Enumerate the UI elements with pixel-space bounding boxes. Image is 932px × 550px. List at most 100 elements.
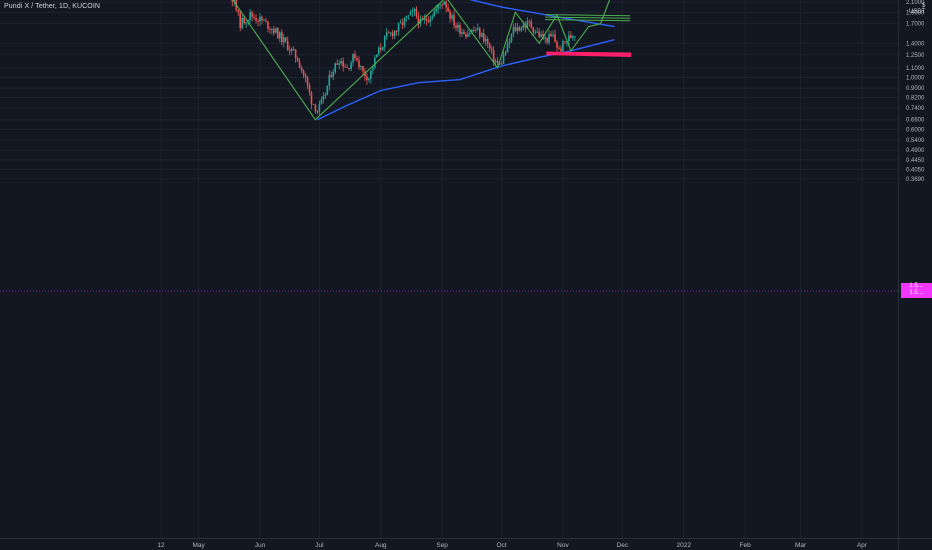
candle-body: [407, 15, 410, 17]
candle-body: [302, 70, 305, 76]
candle-body: [356, 58, 358, 61]
candle-body: [482, 33, 485, 42]
candle-body: [360, 66, 362, 68]
candle-body: [504, 52, 507, 55]
candle-body: [536, 31, 538, 33]
candle-body: [376, 54, 378, 58]
candle-body: [294, 49, 297, 59]
candle-body: [437, 4, 439, 9]
price-tick-label: 0.9000: [906, 86, 925, 92]
candle-body: [532, 27, 535, 33]
time-axis[interactable]: 12 May Jun Jul Aug Sep Oct Nov Dec 2022 Feb Mar Apr: [157, 542, 867, 549]
time-tick-label: Mar: [795, 542, 807, 549]
candle-body: [453, 15, 455, 26]
price-tick-label: 0.4050: [906, 167, 925, 173]
resistance-band-stroke: [545, 16, 631, 19]
candle-body: [526, 21, 529, 28]
candle-body: [257, 20, 259, 22]
price-tick-label: 1.2500: [906, 53, 925, 59]
candle-body: [443, 1, 445, 5]
candle-body: [451, 15, 453, 19]
candle-body: [336, 63, 339, 65]
currency-badge[interactable]: $ USDT: [909, 3, 925, 15]
candle-body: [534, 31, 537, 33]
candle-body: [304, 75, 307, 78]
price-tick-label: 0.4450: [906, 158, 925, 164]
chart-drawings: [0, 0, 898, 292]
candle-body: [358, 60, 360, 68]
candle-body: [324, 94, 327, 97]
candle-body: [344, 66, 346, 68]
price-tick-label: 0.6000: [906, 127, 925, 133]
candle-body: [368, 78, 370, 81]
candle-body: [372, 67, 374, 71]
candle-body: [480, 33, 483, 37]
candle-body: [455, 25, 457, 28]
candle-body: [253, 16, 255, 18]
price-tick-label: 1.1000: [906, 66, 925, 72]
symbol-title: Pundi X / Tether, 1D, KUCOIN: [4, 3, 101, 10]
candle-body: [366, 76, 368, 81]
candle-body: [401, 22, 404, 25]
candle-body: [379, 47, 382, 50]
candle-body: [429, 18, 432, 23]
time-tick-label: Jul: [315, 542, 324, 549]
candle-body: [383, 36, 386, 48]
candle-body: [292, 48, 295, 50]
candle-body: [389, 32, 392, 34]
candle-body: [277, 28, 279, 39]
candle-body: [522, 25, 525, 29]
support-band-drawing: [546, 51, 632, 57]
candle-body: [574, 36, 576, 37]
resistance-band-stroke: [545, 14, 631, 17]
price-axis[interactable]: 10.00009.00008.00007.00006.20005.60005.0…: [906, 0, 928, 183]
candle-body: [249, 12, 251, 20]
candle-body: [322, 96, 325, 100]
candle-body: [500, 63, 503, 65]
candle-body: [538, 31, 540, 37]
candle-body: [328, 74, 331, 86]
candle-body: [469, 33, 471, 35]
price-tick-label: 0.5400: [906, 138, 925, 144]
price-tick-label: 1.9000: [906, 10, 925, 16]
candle-body: [413, 9, 416, 12]
candle-body: [332, 72, 335, 77]
currency-symbol: $: [922, 3, 926, 9]
candle-body: [449, 11, 451, 19]
candle-body: [362, 66, 364, 72]
candle-body: [441, 4, 443, 6]
candle-body: [342, 61, 344, 67]
candle-body: [550, 34, 552, 36]
candle-body: [552, 34, 554, 36]
candle-body: [488, 43, 491, 49]
candle-body: [520, 28, 523, 31]
time-tick-label: Dec: [617, 542, 629, 549]
price-tick-label: 1.0000: [906, 76, 925, 82]
candle-body: [540, 34, 542, 37]
candle-body: [241, 17, 243, 29]
candle-body: [273, 29, 275, 33]
candle-body: [570, 35, 572, 39]
time-tick-label: Nov: [557, 542, 569, 549]
candle-body: [510, 34, 513, 42]
candle-body: [439, 4, 441, 6]
candle-body: [378, 47, 380, 55]
candle-body: [530, 21, 533, 28]
time-tick-label: Jun: [255, 542, 266, 549]
candle-body: [310, 92, 313, 105]
candle-body: [447, 7, 449, 12]
price-tick-label: 0.3690: [906, 177, 925, 183]
candle-body: [265, 20, 267, 22]
candlestick-series: [231, 0, 576, 115]
candle-body: [279, 32, 281, 39]
candle-body: [320, 99, 323, 104]
candle-body: [435, 8, 438, 12]
candle-body: [397, 23, 400, 32]
candle-body: [508, 41, 511, 44]
candle-body: [411, 11, 414, 12]
last-price-line1: 1.5…: [909, 283, 924, 289]
candle-body: [445, 1, 447, 8]
candle-body: [269, 28, 271, 30]
candle-body: [560, 48, 562, 52]
